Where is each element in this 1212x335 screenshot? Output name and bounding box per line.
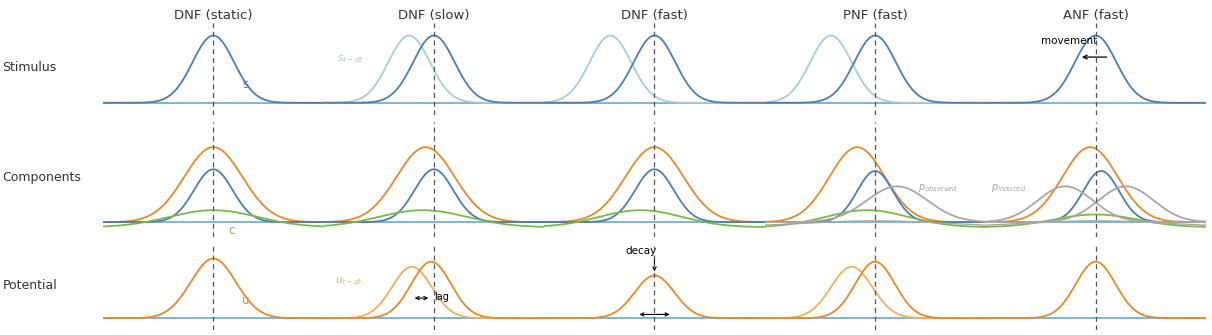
Text: u: u	[242, 294, 250, 308]
Text: PNF (fast): PNF (fast)	[842, 9, 908, 22]
Text: c: c	[229, 224, 235, 237]
Text: $p_{induced}$: $p_{induced}$	[991, 182, 1027, 194]
Text: ANF (fast): ANF (fast)	[1063, 9, 1128, 22]
Text: lag: lag	[434, 292, 448, 302]
Text: Potential: Potential	[2, 279, 57, 292]
Text: s: s	[242, 78, 248, 91]
Text: $u_{t-dt}$: $u_{t-dt}$	[335, 276, 362, 287]
Text: $s_{t-dt}$: $s_{t-dt}$	[337, 53, 365, 65]
Text: DNF (slow): DNF (slow)	[399, 9, 469, 22]
Text: Components: Components	[2, 171, 81, 184]
Text: movement: movement	[1040, 36, 1097, 46]
Text: decay: decay	[625, 246, 657, 256]
Text: $p_{observed}$: $p_{observed}$	[917, 182, 957, 194]
Text: DNF (fast): DNF (fast)	[621, 9, 688, 22]
Text: Stimulus: Stimulus	[2, 61, 57, 74]
Text: DNF (static): DNF (static)	[175, 9, 252, 22]
